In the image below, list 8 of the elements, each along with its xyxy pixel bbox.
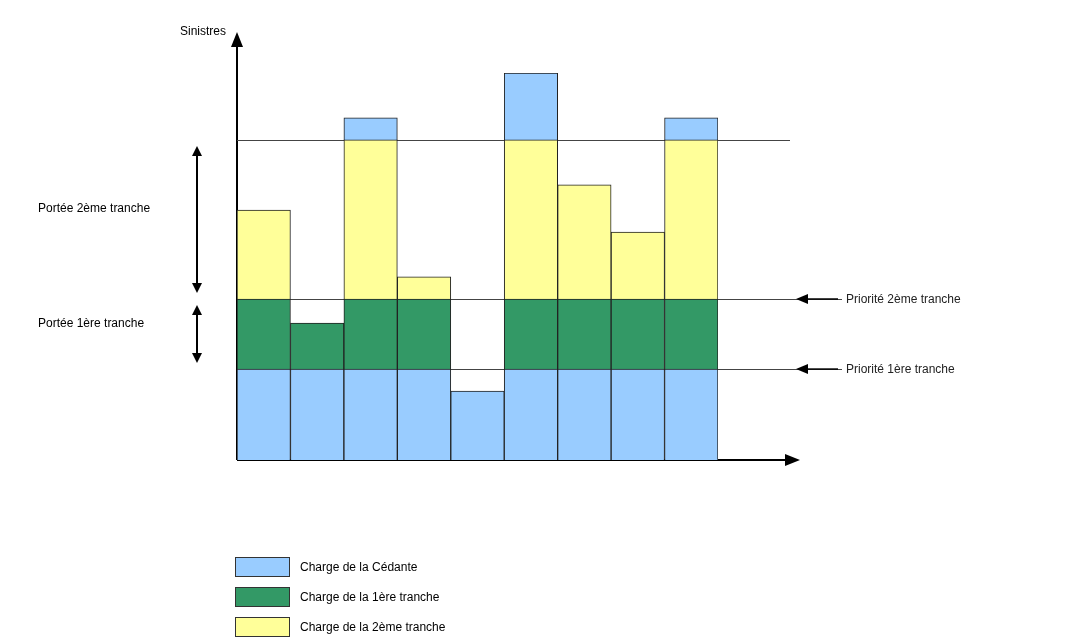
ref-line-label: Priorité 2ème tranche [846, 291, 962, 306]
legend-label: Charge de la Cédante [300, 560, 418, 574]
text: Portée 1ère tranche [38, 316, 145, 331]
legend-label: Charge de la 1ère tranche [300, 590, 440, 604]
ref-line-label: Priorité 1ère tranche [846, 361, 956, 376]
y-axis-title: Sinistres [180, 24, 227, 38]
legend-label: Charge de la 2ème tranche [300, 620, 446, 634]
text: Portée 2ème tranche [38, 201, 151, 216]
